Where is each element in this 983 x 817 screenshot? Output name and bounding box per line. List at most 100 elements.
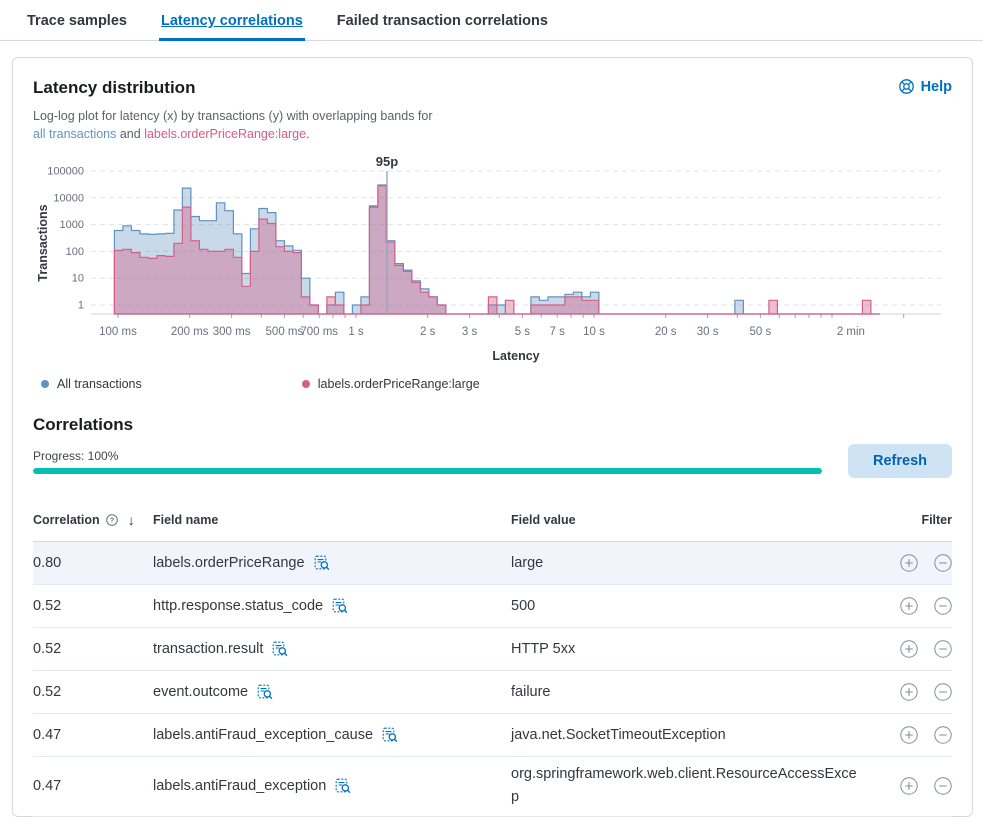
- table-row: 0.80 labels.orderPriceRange large: [33, 542, 952, 586]
- tab-failed-transaction-correlations[interactable]: Failed transaction correlations: [336, 13, 548, 29]
- description-line-2: all transactions and labels.orderPriceRa…: [33, 125, 952, 143]
- field-name: labels.orderPriceRange: [153, 555, 305, 572]
- correlation-value: 0.52: [33, 598, 62, 615]
- field-value: org.springframework.web.client.ResourceA…: [511, 766, 857, 806]
- field-name-cell: labels.antiFraud_exception_cause: [153, 727, 511, 743]
- minus-circle-icon[interactable]: [934, 640, 952, 658]
- x-tick-label: 30 s: [697, 326, 719, 338]
- field-name: event.outcome: [153, 684, 249, 701]
- question-circle-icon[interactable]: ?: [105, 514, 118, 527]
- filter-actions: [900, 777, 952, 796]
- table-row: 0.52 transaction.result HTTP 5xx: [33, 628, 952, 672]
- x-tick-label: 200 ms: [171, 326, 209, 338]
- inspect-icon[interactable]: [314, 555, 330, 571]
- plus-circle-icon[interactable]: [900, 777, 918, 796]
- filter-actions: [900, 683, 952, 701]
- correlation-header-label: Correlation: [33, 513, 100, 528]
- field-name-cell: labels.orderPriceRange: [153, 555, 511, 571]
- filter-actions: [900, 554, 952, 572]
- field-value: large: [511, 554, 544, 571]
- field-value: 500: [511, 597, 536, 614]
- minus-circle-icon[interactable]: [934, 554, 952, 572]
- x-tick-label: 2 min: [837, 326, 865, 338]
- legend-item-order-price-range[interactable]: labels.orderPriceRange:large: [301, 377, 480, 391]
- x-axis-title: Latency: [492, 349, 539, 363]
- inspect-icon[interactable]: [257, 684, 273, 700]
- plus-circle-icon[interactable]: [900, 683, 918, 701]
- inspect-icon[interactable]: [272, 641, 288, 657]
- sort-desc-icon: ↓: [127, 512, 135, 529]
- x-tick-label: 500 ms: [266, 326, 304, 338]
- inspect-icon[interactable]: [332, 598, 348, 614]
- correlations-table: Correlation ? ↓ Field name Field value F…: [33, 504, 952, 817]
- correlations-heading: Correlations: [33, 415, 134, 435]
- plus-circle-icon[interactable]: [900, 554, 918, 572]
- help-icon: [898, 78, 915, 95]
- column-header-correlation[interactable]: Correlation ? ↓: [33, 512, 153, 528]
- chart-description: Log-log plot for latency (x) by transact…: [33, 107, 952, 143]
- column-header-filter: Filter: [921, 513, 952, 528]
- x-tick-label: 700 ms: [300, 326, 338, 338]
- svg-text:?: ?: [109, 516, 114, 525]
- minus-circle-icon[interactable]: [934, 726, 952, 744]
- field-name-cell: event.outcome: [153, 684, 511, 700]
- latency-correlations-panel: Latency distribution Help Log-log plot f…: [12, 57, 973, 817]
- table-row: 0.47 labels.antiFraud_exception org.spring…: [33, 757, 952, 817]
- y-tick-label: 1: [78, 300, 84, 312]
- chart-area: 1 10 100 1000 10000 100000 100 ms 200 ms 300 ms 5…: [33, 155, 952, 367]
- correlation-value: 0.47: [33, 727, 62, 744]
- x-tick-label: 10 s: [583, 326, 605, 338]
- plus-circle-icon[interactable]: [900, 726, 918, 744]
- legend-item-all-transactions[interactable]: All transactions: [41, 377, 142, 391]
- progress-label: Progress: 100%: [33, 448, 119, 463]
- x-tick-label: 100 ms: [99, 326, 137, 338]
- y-tick-label: 10000: [53, 193, 84, 205]
- chart-legend: All transactions labels.orderPriceRange:…: [41, 377, 952, 391]
- description-line-1: Log-log plot for latency (x) by transact…: [33, 109, 433, 123]
- minus-circle-icon[interactable]: [934, 777, 952, 796]
- field-value: HTTP 5xx: [511, 640, 576, 657]
- series-order-price-range: [113, 185, 880, 315]
- help-label: Help: [920, 78, 952, 95]
- inspect-icon[interactable]: [335, 778, 351, 794]
- all-transactions-link[interactable]: all transactions: [33, 127, 117, 142]
- x-tick-label: 7 s: [550, 326, 566, 338]
- table-row: 0.52 http.response.status_code 500: [33, 585, 952, 629]
- x-tick-label: 1 s: [348, 326, 364, 338]
- y-tick-label: 100000: [47, 166, 84, 178]
- progress-container: Progress: 100%: [33, 449, 822, 474]
- filter-actions: [900, 726, 952, 744]
- correlation-value: 0.52: [33, 684, 62, 701]
- column-header-field-name: Field name: [153, 513, 219, 528]
- refresh-button[interactable]: Refresh: [848, 444, 952, 479]
- tab-latency-correlations[interactable]: Latency correlations: [158, 3, 305, 41]
- field-name-cell: labels.antiFraud_exception: [153, 778, 511, 794]
- field-name: labels.antiFraud_exception_cause: [153, 727, 374, 744]
- legend-label: All transactions: [57, 377, 142, 392]
- table-row: 0.47 labels.antiFraud_exception_cause java…: [33, 714, 952, 758]
- tab-trace-samples[interactable]: Trace samples: [27, 13, 127, 29]
- field-value: failure: [511, 683, 551, 700]
- latency-distribution-chart[interactable]: 1 10 100 1000 10000 100000 100 ms 200 ms 300 ms 5…: [33, 155, 953, 367]
- plus-circle-icon[interactable]: [900, 640, 918, 658]
- y-tick-label: 1000: [60, 219, 84, 231]
- filter-actions: [900, 640, 952, 658]
- y-tick-label: 10: [72, 273, 84, 285]
- inspect-icon[interactable]: [382, 727, 398, 743]
- help-link[interactable]: Help: [898, 78, 952, 95]
- plus-circle-icon[interactable]: [900, 597, 918, 615]
- correlation-value: 0.47: [33, 778, 62, 795]
- progress-bar: [33, 467, 822, 474]
- x-tick-label: 20 s: [655, 326, 677, 338]
- x-tick-label: 300 ms: [213, 326, 251, 338]
- filter-actions: [900, 597, 952, 615]
- minus-circle-icon[interactable]: [934, 683, 952, 701]
- minus-circle-icon[interactable]: [934, 597, 952, 615]
- field-name-cell: transaction.result: [153, 641, 511, 657]
- panel-title: Latency distribution: [33, 78, 196, 97]
- order-price-range-link[interactable]: labels.orderPriceRange:large: [144, 127, 307, 142]
- correlation-value: 0.80: [33, 555, 62, 572]
- column-header-field-value: Field value: [511, 513, 576, 528]
- table-body: 0.80 labels.orderPriceRange large 0.52 http.…: [33, 542, 952, 817]
- description-period: .: [306, 127, 310, 142]
